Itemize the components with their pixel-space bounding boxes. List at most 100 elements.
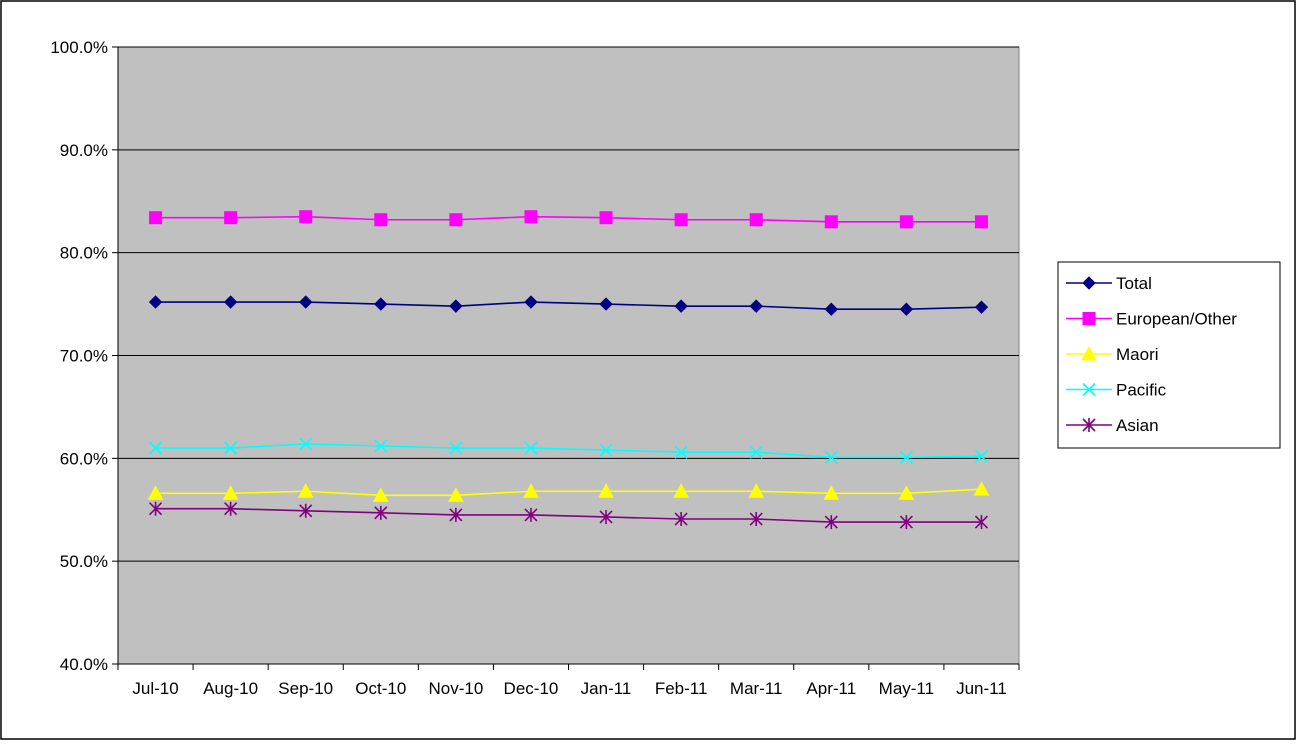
- data-point: [899, 450, 913, 464]
- x-axis: Jul-10 Aug-10 Sep-10 Oct-10 Nov-10 Dec-10 Jan-…: [117, 663, 1020, 698]
- data-point: [899, 302, 914, 316]
- data-point: [673, 483, 689, 498]
- data-point: [523, 483, 539, 498]
- series-line: [155, 215, 982, 223]
- x-tick-label: Feb-11: [655, 679, 708, 698]
- x-tick-label: Nov-10: [428, 679, 483, 698]
- series-asian: [148, 501, 989, 530]
- series-line: [155, 488, 982, 497]
- y-tick-label: 40.0%: [60, 655, 108, 674]
- legend-label: Asian: [1116, 416, 1159, 435]
- data-point: [674, 213, 688, 227]
- data-point: [448, 487, 464, 502]
- data-point: [674, 299, 688, 313]
- data-point: [449, 507, 463, 522]
- data-point: [299, 295, 313, 309]
- data-point: [898, 485, 915, 500]
- x-tick-label: Jan-11: [581, 679, 632, 698]
- x-tick-label: Oct-10: [355, 679, 406, 698]
- data-point: [824, 215, 838, 229]
- data-point: [824, 302, 838, 316]
- data-point: [749, 213, 763, 227]
- legend-marker: [1082, 418, 1096, 432]
- data-point: [599, 443, 613, 457]
- data-point: [224, 501, 238, 516]
- legend-entry: Total: [1066, 274, 1152, 293]
- data-point: [749, 299, 763, 313]
- legend-marker: [1082, 382, 1096, 397]
- data-point: [598, 483, 614, 498]
- data-point: [973, 481, 990, 496]
- data-point: [974, 515, 989, 530]
- legend-marker: [1082, 276, 1096, 290]
- data-point: [223, 295, 238, 309]
- data-point: [148, 441, 163, 455]
- data-point: [299, 210, 313, 224]
- legend-box: [1057, 261, 1281, 449]
- x-tick-label: Dec-10: [504, 679, 559, 698]
- series-pacific: [148, 437, 989, 464]
- data-point: [524, 295, 538, 309]
- series-layer: [147, 210, 990, 530]
- data-point: [374, 505, 388, 520]
- data-point: [222, 485, 239, 500]
- series-line: [155, 443, 982, 459]
- legend-label: Maori: [1116, 345, 1159, 364]
- x-tick-label: Jul-10: [132, 679, 178, 698]
- x-tick-label: May-11: [879, 679, 934, 698]
- data-point: [749, 512, 763, 527]
- data-point: [297, 483, 314, 498]
- data-point: [899, 215, 913, 229]
- legend-entry: Asian: [1066, 416, 1159, 435]
- x-tick-label: Aug-10: [203, 679, 258, 698]
- legend-entry: European/Other: [1066, 310, 1237, 329]
- data-point: [599, 297, 613, 311]
- legend-entry: Pacific: [1066, 381, 1167, 400]
- data-point: [374, 439, 388, 453]
- series-line: [155, 507, 982, 523]
- data-point: [148, 501, 163, 516]
- series-line: [155, 301, 982, 311]
- data-point: [524, 210, 538, 224]
- data-point: [224, 441, 238, 455]
- series-total: [148, 295, 989, 316]
- y-tick-label: 100.0%: [50, 38, 108, 57]
- data-point: [524, 441, 538, 455]
- legend: Total European/Other Maori Pacific Asian: [1057, 261, 1281, 449]
- data-point: [748, 483, 765, 498]
- data-point: [224, 211, 238, 225]
- x-tick-label: Apr-11: [806, 679, 856, 698]
- data-point: [823, 485, 840, 500]
- data-point: [149, 211, 163, 225]
- data-point: [749, 445, 763, 459]
- legend-label: Pacific: [1116, 381, 1167, 400]
- data-point: [524, 507, 538, 522]
- x-tick-label: Jun-11: [956, 679, 1007, 698]
- data-point: [374, 213, 388, 227]
- data-point: [599, 509, 613, 524]
- y-tick-label: 50.0%: [60, 552, 108, 571]
- gridlines: [118, 46, 1019, 562]
- legend-label: European/Other: [1116, 310, 1237, 329]
- x-tick-label: Mar-11: [730, 679, 783, 698]
- y-axis: 40.0% 50.0% 60.0% 70.0% 80.0% 90.0% 100.0%: [50, 38, 119, 674]
- series-european-other: [149, 210, 988, 229]
- data-point: [824, 450, 838, 464]
- data-point: [148, 295, 163, 309]
- data-point: [449, 299, 463, 313]
- legend-entry: Maori: [1066, 345, 1159, 364]
- legend-marker: [1081, 345, 1097, 361]
- data-point: [974, 449, 989, 463]
- y-tick-label: 90.0%: [60, 141, 108, 160]
- data-point: [374, 297, 388, 311]
- data-point: [674, 512, 688, 527]
- data-point: [974, 215, 988, 229]
- x-tick-label: Sep-10: [278, 679, 333, 698]
- legend-label: Total: [1116, 274, 1152, 293]
- data-point: [147, 485, 164, 500]
- data-point: [899, 515, 913, 530]
- data-point: [299, 503, 313, 518]
- data-point: [824, 515, 838, 530]
